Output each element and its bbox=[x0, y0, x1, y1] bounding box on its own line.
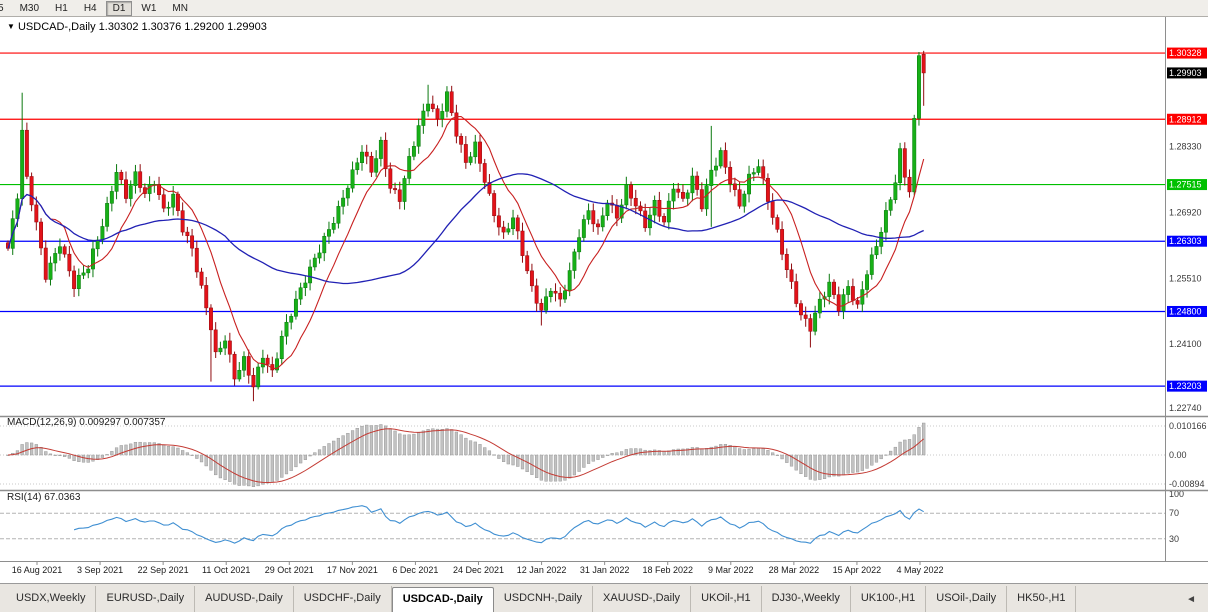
svg-text:22 Sep 2021: 22 Sep 2021 bbox=[138, 565, 189, 575]
timeframe-toolbar: 5 M30 H1 H4 D1 W1 MN bbox=[0, 0, 1208, 17]
svg-text:11 Oct 2021: 11 Oct 2021 bbox=[202, 565, 250, 575]
tab-usdcad-daily[interactable]: USDCAD-,Daily bbox=[391, 587, 494, 612]
svg-text:17 Nov 2021: 17 Nov 2021 bbox=[327, 565, 378, 575]
timeframe-d1-button[interactable]: D1 bbox=[105, 0, 133, 16]
tab-scroll-left-icon[interactable]: ◄ bbox=[1186, 593, 1196, 605]
svg-text:12 Jan 2022: 12 Jan 2022 bbox=[517, 565, 567, 575]
tab-audusd-daily[interactable]: AUDUSD-,Daily bbox=[195, 586, 294, 612]
svg-text:3 Sep 2021: 3 Sep 2021 bbox=[77, 565, 123, 575]
tab-ukoil-h1[interactable]: UKOil-,H1 bbox=[691, 586, 762, 612]
svg-text:1.23203: 1.23203 bbox=[1169, 381, 1202, 391]
rsi-panel: 100 70 30 bbox=[0, 489, 1184, 544]
timeframe-m30-button[interactable]: M30 bbox=[13, 1, 46, 16]
tab-usoil-daily[interactable]: USOil-,Daily bbox=[926, 586, 1008, 612]
svg-text:1.30328: 1.30328 bbox=[1169, 48, 1202, 58]
tab-hk50-h1[interactable]: HK50-,H1 bbox=[1007, 586, 1077, 612]
svg-text:28 Mar 2022: 28 Mar 2022 bbox=[769, 565, 820, 575]
svg-text:1.29903: 1.29903 bbox=[1169, 68, 1202, 78]
svg-text:1.24100: 1.24100 bbox=[1169, 339, 1202, 349]
timeframe-m5-button[interactable]: 5 bbox=[0, 1, 11, 16]
timeframe-w1-button[interactable]: W1 bbox=[134, 1, 163, 16]
svg-text:24 Dec 2021: 24 Dec 2021 bbox=[453, 565, 504, 575]
timeframe-h1-button[interactable]: H1 bbox=[48, 1, 75, 16]
tab-usdx-weekly[interactable]: USDX,Weekly bbox=[6, 586, 97, 612]
svg-text:0.010166: 0.010166 bbox=[1169, 421, 1207, 431]
svg-text:1.27515: 1.27515 bbox=[1169, 180, 1202, 190]
tab-eurusd-daily[interactable]: EURUSD-,Daily bbox=[96, 586, 196, 612]
tab-xauusd-daily[interactable]: XAUUSD-,Daily bbox=[593, 586, 692, 612]
svg-text:1.28912: 1.28912 bbox=[1169, 114, 1202, 124]
tab-uk100-h1[interactable]: UK100-,H1 bbox=[851, 586, 927, 612]
svg-text:1.24800: 1.24800 bbox=[1169, 306, 1202, 316]
svg-text:4 May 2022: 4 May 2022 bbox=[896, 565, 943, 575]
candles-layer bbox=[6, 50, 926, 402]
svg-text:1.22740: 1.22740 bbox=[1169, 403, 1202, 413]
tab-usdcnh-daily[interactable]: USDCNH-,Daily bbox=[494, 586, 594, 612]
macd-panel: 0.010166 0.00 -0.00894 bbox=[0, 421, 1207, 489]
timeframe-mn-button[interactable]: MN bbox=[165, 1, 195, 16]
tab-dj30-weekly[interactable]: DJ30-,Weekly bbox=[762, 586, 851, 612]
svg-text:18 Feb 2022: 18 Feb 2022 bbox=[642, 565, 693, 575]
svg-text:6 Dec 2021: 6 Dec 2021 bbox=[392, 565, 438, 575]
svg-text:0.00: 0.00 bbox=[1169, 450, 1187, 460]
svg-text:9 Mar 2022: 9 Mar 2022 bbox=[708, 565, 754, 575]
symbol-dropdown-icon[interactable]: ▼ bbox=[7, 22, 15, 31]
svg-text:30: 30 bbox=[1169, 534, 1179, 544]
svg-text:1.25510: 1.25510 bbox=[1169, 273, 1202, 283]
svg-text:1.26920: 1.26920 bbox=[1169, 207, 1202, 217]
support-resistance-lines bbox=[0, 52, 1166, 387]
svg-text:-0.00894: -0.00894 bbox=[1169, 479, 1205, 489]
date-axis: 16 Aug 2021 3 Sep 2021 22 Sep 2021 11 Oct 2… bbox=[12, 561, 944, 575]
svg-text:16 Aug 2021: 16 Aug 2021 bbox=[12, 565, 63, 575]
svg-text:31 Jan 2022: 31 Jan 2022 bbox=[580, 565, 630, 575]
svg-text:1.26303: 1.26303 bbox=[1169, 236, 1202, 246]
svg-text:29 Oct 2021: 29 Oct 2021 bbox=[265, 565, 314, 575]
symbol-tabbar: USDX,Weekly EURUSD-,Daily AUDUSD-,Daily … bbox=[0, 583, 1208, 612]
svg-text:1.28330: 1.28330 bbox=[1169, 141, 1202, 151]
svg-text:15 Apr 2022: 15 Apr 2022 bbox=[833, 565, 882, 575]
svg-text:70: 70 bbox=[1169, 508, 1179, 518]
moving-averages bbox=[7, 115, 925, 370]
price-axis: 1.28330 1.26920 1.25510 1.24100 1.22740 1.303… bbox=[1167, 47, 1207, 413]
svg-text:100: 100 bbox=[1169, 489, 1184, 499]
timeframe-h4-button[interactable]: H4 bbox=[77, 1, 104, 16]
tab-usdchf-daily[interactable]: USDCHF-,Daily bbox=[294, 586, 392, 612]
